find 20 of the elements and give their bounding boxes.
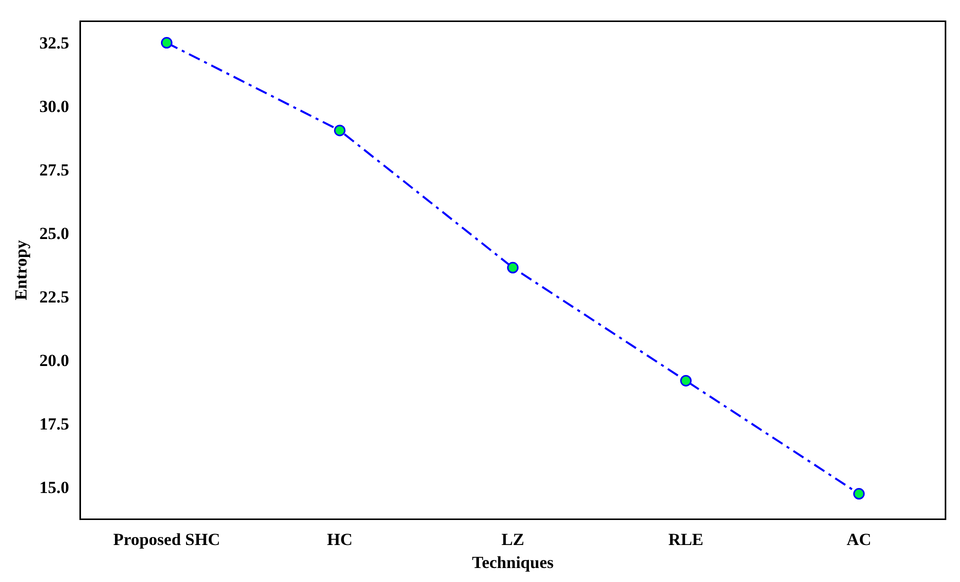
- point: [680, 374, 692, 386]
- x-axis-title: Techniques: [472, 553, 554, 572]
- y-tick-label: 30.0: [39, 96, 70, 116]
- y-tick-label: 20.0: [39, 351, 70, 370]
- y-tick-label: 27.5: [39, 160, 70, 180]
- x-tick-label: HC: [327, 530, 353, 549]
- point: [334, 124, 346, 136]
- y-tick-label: 15.0: [39, 478, 70, 498]
- y-axis-title: Entropy: [12, 240, 31, 300]
- x-tick-label: LZ: [501, 530, 524, 549]
- point: [507, 262, 519, 274]
- x-tick-label: Proposed SHC: [113, 530, 220, 549]
- y-tick-label: 25.0: [39, 224, 70, 244]
- point: [160, 37, 172, 49]
- x-tick-label: RLE: [668, 530, 704, 549]
- y-tick-label: 22.5: [39, 288, 70, 307]
- point: [853, 488, 865, 500]
- x-tick-label: AC: [846, 530, 872, 549]
- y-tick-label: 32.5: [39, 33, 70, 52]
- y-tick-label: 17.5: [39, 414, 70, 434]
